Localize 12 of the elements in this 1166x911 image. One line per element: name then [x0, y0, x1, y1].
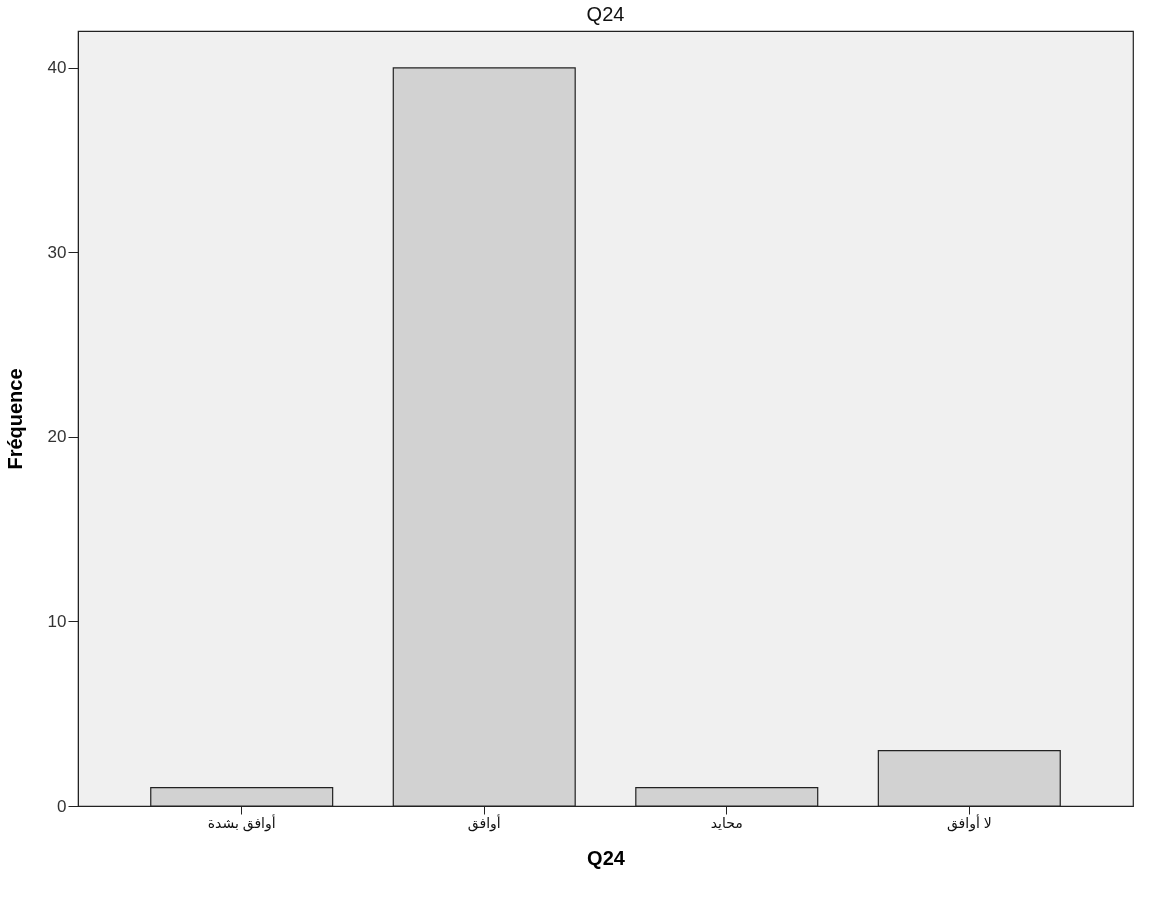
y-tick-label: 10 [47, 611, 67, 631]
y-tick-label: 30 [47, 242, 67, 262]
x-tick-label: لا أوافق [946, 813, 992, 832]
y-tick-label: 40 [47, 58, 67, 78]
y-axis-title: Fréquence [3, 368, 26, 470]
y-tick-label: 0 [57, 796, 67, 816]
y-tick-label: 20 [47, 427, 67, 447]
x-axis-title: Q24 [587, 846, 626, 869]
x-tick-label: أوافق [467, 813, 501, 832]
x-tick-label: أوافق بشدة [207, 813, 276, 832]
chart-title: Q24 [586, 3, 625, 25]
x-tick-label: محايد [710, 814, 743, 831]
